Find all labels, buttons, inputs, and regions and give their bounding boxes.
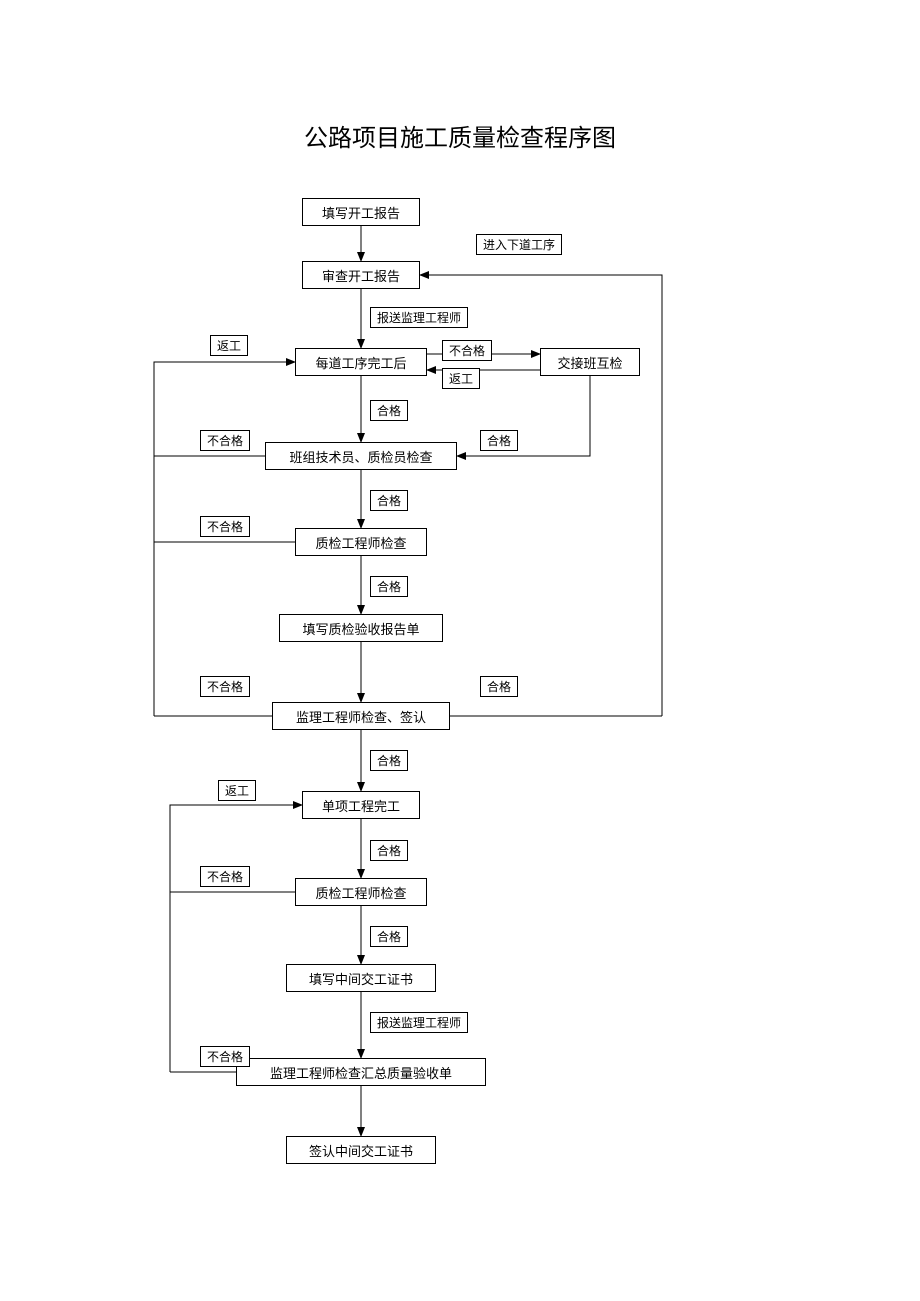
flowchart-node-n3: 每道工序完工后 (295, 348, 427, 376)
edge-label-el18: 合格 (370, 926, 408, 947)
edge-label-el13: 合格 (480, 676, 518, 697)
edge-label-el6: 合格 (370, 400, 408, 421)
edges-layer (0, 0, 920, 1301)
flowchart-node-n4: 交接班互检 (540, 348, 640, 376)
edge-label-el7: 不合格 (200, 430, 250, 451)
edge-label-el17: 不合格 (200, 866, 250, 887)
flowchart-node-n8: 监理工程师检查、签认 (272, 702, 450, 730)
edge-label-el8: 合格 (480, 430, 518, 451)
edge-label-el10: 不合格 (200, 516, 250, 537)
edge-label-el5: 返工 (442, 368, 480, 389)
flowchart-node-n11: 填写中间交工证书 (286, 964, 436, 992)
edge-label-el20: 不合格 (200, 1046, 250, 1067)
edge-label-el19: 报送监理工程师 (370, 1012, 468, 1033)
flowchart-node-n6: 质检工程师检查 (295, 528, 427, 556)
flowchart-node-n5: 班组技术员、质检员检查 (265, 442, 457, 470)
edge-left1-n3 (154, 362, 295, 716)
page-title: 公路项目施工质量检查程序图 (0, 118, 920, 153)
flowchart-node-n9: 单项工程完工 (302, 791, 420, 819)
edge-label-el4: 不合格 (442, 340, 492, 361)
edge-label-el15: 返工 (218, 780, 256, 801)
edge-label-el11: 合格 (370, 576, 408, 597)
edge-label-el16: 合格 (370, 840, 408, 861)
edge-label-el1: 进入下道工序 (476, 234, 562, 255)
flowchart-node-n1: 填写开工报告 (302, 198, 420, 226)
edge-label-el14: 合格 (370, 750, 408, 771)
flowchart-node-n12: 监理工程师检查汇总质量验收单 (236, 1058, 486, 1086)
flowchart-node-n10: 质检工程师检查 (295, 878, 427, 906)
edge-left2-n9 (170, 805, 302, 1072)
flowchart-node-n7: 填写质检验收报告单 (279, 614, 443, 642)
flowchart-node-n13: 签认中间交工证书 (286, 1136, 436, 1164)
edge-label-el2: 报送监理工程师 (370, 307, 468, 328)
flowchart-node-n2: 审查开工报告 (302, 261, 420, 289)
edge-label-el9: 合格 (370, 490, 408, 511)
edge-label-el3: 返工 (210, 335, 248, 356)
edge-label-el12: 不合格 (200, 676, 250, 697)
